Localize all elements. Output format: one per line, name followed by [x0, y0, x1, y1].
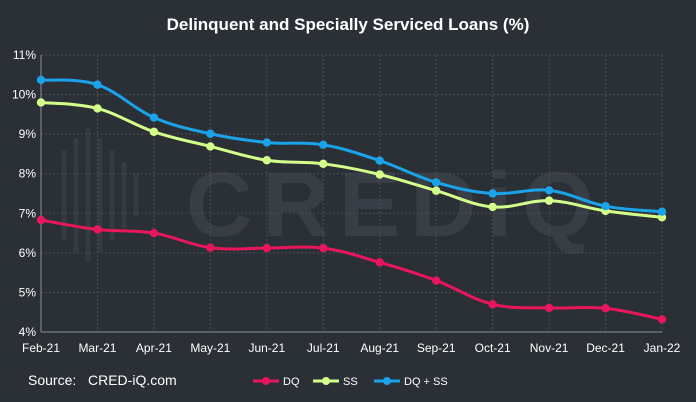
data-point-dq	[657, 315, 667, 324]
data-point-dq	[36, 215, 46, 225]
data-point-dq	[431, 276, 441, 285]
legend-marker-dq	[262, 377, 270, 385]
data-point-dq-ss	[149, 113, 159, 122]
series-line-dq	[40, 218, 663, 321]
legend-label-ss: SS	[343, 376, 358, 388]
data-point-ss	[36, 98, 46, 107]
x-tick-label: Sep-21	[417, 341, 456, 355]
y-tick-label: 5%	[19, 285, 37, 299]
watermark-diamond-icon	[61, 128, 139, 262]
data-point-ss	[375, 170, 384, 179]
data-point-dq	[262, 243, 272, 253]
x-tick-label: Jun-21	[248, 341, 285, 355]
data-point-ss	[149, 127, 159, 136]
data-point-dq-ss	[488, 189, 497, 198]
data-point-ss	[319, 159, 328, 169]
data-point-ss	[431, 186, 441, 195]
data-point-dq	[93, 225, 102, 234]
legend-marker-dq-ss	[383, 377, 391, 385]
data-point-dq-ss	[206, 129, 215, 138]
watermark-logo	[61, 128, 139, 262]
x-tick-label: Jul-21	[307, 341, 340, 355]
x-tick-label: Mar-21	[78, 341, 116, 355]
data-point-dq-ss	[544, 186, 554, 195]
grid-lines	[41, 54, 663, 332]
x-tick-label: Aug-21	[360, 341, 399, 355]
data-point-dq	[319, 243, 328, 253]
x-tick-label: May-21	[190, 341, 230, 355]
y-tick-label: 10%	[12, 88, 36, 102]
series-lines	[36, 75, 667, 324]
data-point-dq-ss	[657, 207, 667, 216]
data-point-ss	[488, 202, 497, 212]
data-point-dq	[206, 243, 215, 252]
data-point-ss	[206, 142, 215, 151]
data-point-dq	[375, 258, 384, 267]
data-point-ss	[93, 104, 102, 113]
legend-label-dq-ss: DQ + SS	[404, 376, 448, 388]
data-point-dq	[488, 300, 497, 309]
data-point-dq-ss	[262, 138, 272, 147]
legend: DQ SS DQ + SS	[253, 376, 448, 388]
x-tick-label: Apr-21	[136, 341, 172, 355]
x-tick-label: Jan-22	[644, 341, 681, 355]
data-point-dq-ss	[601, 201, 610, 211]
y-tick-label: 8%	[19, 167, 37, 181]
legend-label-dq: DQ	[283, 376, 300, 388]
watermark-text: CREDiQ	[186, 154, 604, 256]
source-label: Source:	[28, 372, 76, 388]
y-tick-label: 6%	[19, 246, 37, 260]
data-point-dq	[544, 303, 554, 313]
chart-title: Delinquent and Specially Serviced Loans …	[167, 15, 530, 34]
y-tick-label: 7%	[19, 206, 37, 220]
data-point-ss	[262, 156, 272, 165]
y-tick-label: 11%	[13, 48, 36, 62]
legend-marker-ss	[322, 377, 330, 385]
y-tick-label: 4%	[19, 325, 37, 339]
data-point-dq-ss	[319, 140, 328, 150]
data-point-dq-ss	[36, 75, 46, 85]
y-tick-label: 9%	[19, 127, 37, 141]
data-point-ss	[544, 196, 554, 205]
data-point-dq-ss	[431, 178, 441, 187]
x-tick-label: Nov-21	[530, 341, 569, 355]
data-point-dq-ss	[93, 80, 102, 89]
source-value: CRED-iQ.com	[88, 372, 177, 388]
series-line-ss	[40, 100, 663, 219]
x-tick-label: Dec-21	[586, 341, 625, 355]
data-point-dq-ss	[375, 156, 384, 165]
data-point-dq	[601, 304, 610, 313]
x-tick-label: Oct-21	[475, 341, 511, 355]
x-tick-label: Feb-21	[22, 341, 60, 355]
data-point-dq	[149, 228, 159, 238]
